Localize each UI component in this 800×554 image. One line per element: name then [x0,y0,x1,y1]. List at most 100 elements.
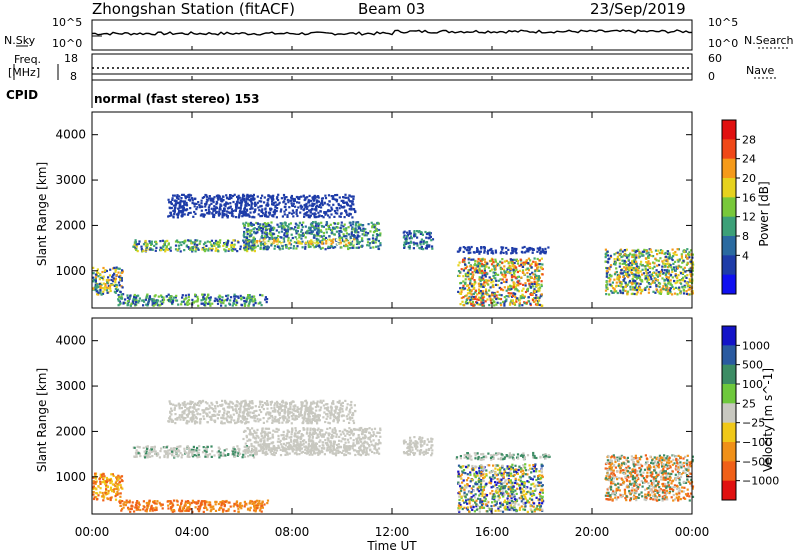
echo-point [124,298,127,301]
echo-point [206,211,209,214]
echo-point [646,276,649,279]
echo-point [253,451,256,455]
echo-point [286,453,289,456]
echo-point [102,473,105,476]
echo-point [331,229,334,232]
echo-point [493,267,496,271]
echo-point [113,284,116,287]
echo-point [270,453,273,456]
echo-point [307,226,311,230]
echo-point [109,289,112,293]
echo-point [296,442,299,445]
echo-point [245,434,248,437]
echo-point [164,250,167,253]
echo-point [151,446,154,449]
echo-point [189,248,192,251]
echo-point [482,283,485,286]
echo-point [360,426,363,430]
echo-point [635,260,638,263]
echo-point [289,222,292,225]
echo-point [246,193,249,196]
echo-point [226,207,230,210]
echo-point [264,427,267,430]
echo-point [366,244,369,247]
echo-point [250,248,253,251]
echo-point [670,284,673,287]
echo-point [467,261,471,264]
echo-point [644,267,647,270]
echo-point [268,449,271,452]
echo-point [430,239,433,242]
echo-point [352,197,355,201]
echo-point [183,213,186,216]
echo-point [296,241,299,244]
echo-point [260,229,263,233]
echo-point [132,298,135,301]
echo-point [604,254,607,257]
echo-point [359,223,362,226]
echo-point [334,428,337,432]
echo-point [313,452,316,455]
echo-point [635,265,638,268]
echo-point [459,271,462,274]
echo-point [271,203,274,206]
echo-point [321,224,324,228]
echo-point [308,201,311,204]
echo-point [355,241,358,244]
echo-point [244,446,247,449]
echo-point [457,264,460,267]
echo-point [269,228,272,231]
echo-point [309,226,312,229]
echo-point [480,285,483,288]
echo-point [292,202,295,205]
echo-point [263,244,266,247]
echo-point [495,303,498,306]
echo-point [649,276,652,279]
echo-point [478,278,481,281]
echo-point [218,298,221,301]
echo-point [317,195,320,198]
echo-point [193,205,196,208]
echo-point [191,453,194,456]
echo-point [205,447,208,450]
echo-point [118,295,121,298]
echo-point [372,439,375,442]
echo-point [477,303,480,306]
echo-point [203,303,206,307]
echo-point [188,196,191,199]
echo-point [425,236,428,239]
echo-point [262,212,265,215]
echo-point [230,210,233,213]
echo-point [348,212,351,216]
echo-point [352,449,356,452]
echo-point [244,246,247,249]
echo-point [290,202,293,205]
echo-point [265,204,268,207]
echo-point [272,444,276,448]
echo-point [287,201,290,204]
echo-point [308,209,311,212]
echo-point [343,216,346,219]
echo-point [247,445,250,449]
echo-point [311,446,314,449]
echo-point [619,249,622,252]
echo-point [242,453,245,456]
echo-point [171,450,174,453]
echo-point [134,241,137,244]
echo-point [288,242,291,245]
echo-point [624,285,627,288]
echo-point [350,208,353,211]
echo-point [305,196,308,199]
echo-point [302,442,305,445]
echo-point [631,249,634,252]
echo-point [264,235,267,238]
echo-point [365,234,368,237]
echo-point [235,204,238,207]
echo-point [534,296,537,300]
echo-point [259,449,262,452]
echo-point [331,208,334,211]
echo-point [514,250,517,253]
echo-point [311,203,314,206]
echo-point [613,253,616,256]
echo-point [114,287,117,290]
